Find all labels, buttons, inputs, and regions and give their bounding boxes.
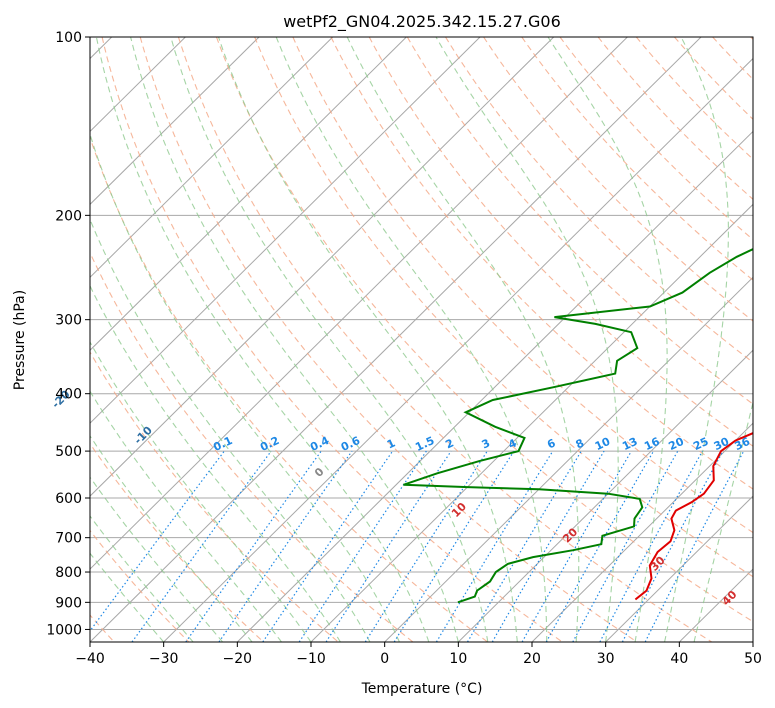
y-axis: 100 200 300 400 500 600 700 800 900 1000 — [46, 30, 90, 638]
mixing-ratio-label: 36 — [733, 435, 753, 453]
x-axis: −40 −30 −20 −10 0 10 20 30 40 50 — [75, 642, 762, 667]
mixing-ratio-line — [262, 450, 394, 642]
dry-adiabat-line — [139, 37, 638, 642]
mixing-ratio-label: 30 — [712, 435, 732, 453]
dry-adiabat-line — [445, 37, 753, 364]
moist-adiabat-line — [435, 37, 619, 642]
moist-adiabat-line — [130, 37, 459, 642]
moist-adiabat-line — [547, 37, 668, 642]
mixing-ratio-line — [325, 450, 452, 642]
moist-adiabat-line — [90, 434, 253, 642]
isotherm-line — [605, 495, 753, 642]
x-tick-label: −40 — [75, 651, 105, 667]
x-tick-label: 50 — [744, 651, 762, 667]
isotherm-line — [531, 422, 753, 642]
mixing-ratio-label: 25 — [691, 435, 710, 453]
moist-adiabat-line — [90, 552, 165, 642]
y-tick-label: 700 — [55, 531, 82, 547]
sounding-profiles — [403, 248, 753, 604]
isotherm-line — [90, 37, 628, 570]
mixing-ratio-label: 16 — [642, 435, 662, 453]
plot-frame — [89, 36, 754, 643]
y-tick-label: 900 — [55, 595, 82, 611]
isotherm-line — [90, 37, 481, 424]
isotherm-line — [90, 37, 702, 642]
mixing-ratio-line — [364, 450, 488, 642]
moist-adiabat-line — [346, 37, 580, 642]
mixing-ratio-label: 13 — [620, 435, 639, 453]
x-tick-label: −30 — [149, 651, 179, 667]
moist-adiabat-line — [90, 218, 371, 642]
mixing-ratio-label: 20 — [667, 435, 687, 453]
moist-adiabat-line — [90, 132, 400, 642]
dry-adiabat-line — [254, 37, 753, 578]
adiabat-lines — [90, 37, 753, 642]
x-tick-label: 10 — [449, 651, 467, 667]
dry-adiabat-line — [292, 37, 753, 534]
mixing-ratio-line — [185, 450, 322, 642]
dry-adiabat-line — [406, 37, 753, 405]
x-tick-label: 20 — [523, 651, 541, 667]
moist-adiabat-line — [693, 400, 753, 642]
y-tick-label: 600 — [55, 491, 82, 507]
x-tick-label: 40 — [670, 651, 688, 667]
dry-adiabat-line — [559, 37, 753, 241]
moist-adiabat-line — [90, 476, 224, 642]
y-axis-label: Pressure (hPa) — [12, 290, 28, 390]
y-tick-label: 200 — [55, 208, 82, 224]
dry-adiabat-line — [368, 37, 753, 447]
moist-adiabat-line — [170, 37, 489, 642]
dry-adiabat-line — [90, 251, 414, 642]
dry-adiabat-line — [597, 37, 753, 200]
x-tick-label: −10 — [296, 651, 326, 667]
mixing-ratio-line — [572, 450, 679, 642]
temperature-profile-line — [634, 432, 753, 601]
moist-adiabat-line — [664, 37, 729, 642]
y-tick-label: 500 — [55, 444, 82, 460]
mixing-ratio-line — [599, 450, 703, 642]
mixing-ratio-line — [298, 450, 427, 642]
mixing-ratio-label: 10 — [593, 435, 613, 453]
dry-adiabat-line — [101, 37, 563, 642]
x-axis-label: Temperature (°C) — [361, 681, 483, 697]
isotherm-line — [90, 37, 555, 497]
chart-title: wetPf2_GN04.2025.342.15.27.G06 — [283, 12, 561, 32]
isotherm-line — [457, 349, 753, 642]
moist-adiabat-line — [90, 390, 282, 642]
isotherm-line — [384, 276, 753, 642]
x-tick-label: −20 — [223, 651, 253, 667]
mixing-ratio-line — [131, 450, 272, 642]
isotherm-line — [90, 37, 334, 279]
moist-adiabat-line — [95, 37, 430, 642]
x-tick-label: 30 — [597, 651, 615, 667]
mixing-ratio-line — [218, 450, 353, 642]
isotherm-line — [236, 130, 753, 642]
moist-adiabat-line — [90, 515, 194, 642]
mixing-ratio-line — [90, 450, 225, 632]
y-tick-label: 300 — [55, 313, 82, 329]
moist-adiabat-line — [217, 37, 518, 642]
y-tick-label: 100 — [55, 30, 82, 46]
y-tick-label: 1000 — [46, 622, 82, 638]
moist-adiabat-line — [90, 340, 312, 642]
isotherm-line — [90, 37, 260, 206]
mixing-ratio-line — [545, 450, 655, 642]
x-tick-label: 0 — [380, 651, 389, 667]
dewpoint-profile-line — [403, 248, 753, 604]
isotherm-line — [90, 37, 407, 351]
dry-adiabat-line — [330, 37, 753, 490]
mixing-ratio-line — [435, 450, 554, 642]
y-tick-label: 400 — [55, 387, 82, 403]
y-tick-label: 800 — [55, 565, 82, 581]
dry-adiabat-line — [90, 351, 339, 642]
moist-adiabat-line — [90, 284, 341, 642]
